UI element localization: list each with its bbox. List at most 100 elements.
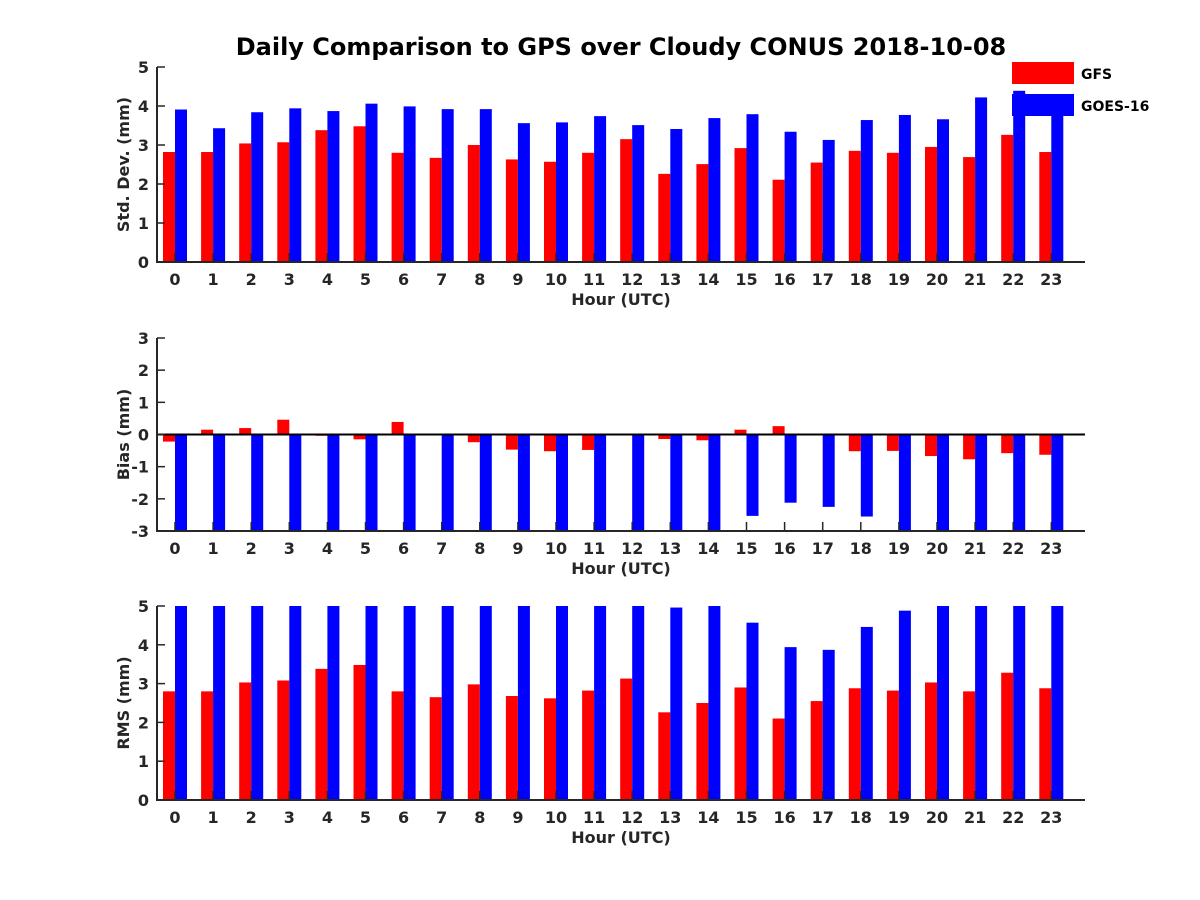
x-tick-label: 8 [474, 539, 485, 558]
bar-goes16-hour-4 [327, 434, 340, 531]
bar-goes16-hour-8 [479, 434, 492, 531]
x-tick-label: 16 [773, 808, 795, 827]
x-tick-label: 23 [1040, 539, 1062, 558]
x-tick-label: 7 [436, 270, 447, 289]
bar-gfs-hour-5 [353, 434, 366, 440]
bar-gfs-hour-13 [658, 434, 671, 439]
bar-goes16-hour-7 [441, 606, 454, 800]
bar-goes16-hour-7 [441, 434, 454, 531]
x-tick-label: 11 [583, 270, 605, 289]
x-tick-label: 15 [735, 808, 757, 827]
bar-gfs-hour-13 [658, 173, 671, 262]
x-tick-label: 22 [1002, 270, 1024, 289]
bar-gfs-hour-22 [1001, 134, 1014, 262]
y-axis-label: Std. Dev. (mm) [114, 97, 133, 232]
bar-goes16-hour-6 [403, 606, 416, 800]
y-tick-label: 0 [138, 791, 149, 810]
x-tick-label: 7 [436, 808, 447, 827]
bar-gfs-hour-14 [696, 703, 709, 800]
legend-swatch-goes16 [1012, 94, 1074, 116]
bar-gfs-hour-17 [810, 701, 823, 800]
x-tick-label: 3 [284, 270, 295, 289]
x-tick-label: 1 [208, 270, 219, 289]
x-tick-label: 3 [284, 539, 295, 558]
x-tick-label: 2 [246, 808, 257, 827]
x-axis-label: Hour (UTC) [571, 290, 671, 309]
x-tick-label: 11 [583, 539, 605, 558]
bar-gfs-hour-4 [315, 130, 328, 262]
bar-goes16-hour-12 [632, 125, 645, 262]
bar-goes16-hour-0 [175, 109, 187, 262]
y-tick-label: 3 [138, 329, 149, 348]
x-tick-label: 11 [583, 808, 605, 827]
bar-gfs-hour-13 [658, 712, 671, 800]
bar-goes16-hour-0 [175, 606, 187, 800]
bar-gfs-hour-6 [391, 691, 404, 800]
bar-goes16-hour-15 [746, 622, 759, 800]
x-tick-label: 0 [169, 270, 180, 289]
bar-goes16-hour-0 [175, 434, 187, 531]
legend-label-goes16: GOES-16 [1081, 99, 1149, 115]
x-tick-label: 20 [926, 539, 948, 558]
y-tick-label: 0 [138, 426, 149, 445]
bar-goes16-hour-15 [746, 434, 759, 516]
y-tick-label: 4 [138, 636, 149, 655]
bar-gfs-hour-22 [1001, 434, 1014, 454]
bar-goes16-hour-8 [479, 109, 492, 262]
x-tick-label: 10 [545, 808, 567, 827]
figure-title: Daily Comparison to GPS over Cloudy CONU… [236, 33, 1007, 61]
x-tick-label: 19 [888, 539, 910, 558]
bar-goes16-hour-17 [822, 434, 835, 507]
bar-gfs-hour-19 [886, 152, 899, 262]
bar-goes16-hour-9 [517, 434, 530, 531]
bar-gfs-hour-0 [163, 691, 175, 800]
bar-gfs-hour-14 [696, 434, 709, 441]
bar-gfs-hour-14 [696, 164, 709, 262]
x-tick-label: 18 [850, 539, 872, 558]
bar-goes16-hour-9 [517, 606, 530, 800]
bar-goes16-hour-14 [708, 118, 721, 262]
bar-goes16-hour-8 [479, 606, 492, 800]
legend-swatch-gfs [1012, 62, 1074, 84]
bar-goes16-hour-21 [975, 97, 988, 262]
bar-goes16-hour-16 [784, 647, 797, 800]
bar-gfs-hour-8 [467, 434, 480, 443]
bar-gfs-hour-16 [772, 426, 785, 435]
bars [163, 90, 1064, 262]
bar-gfs-hour-4 [315, 668, 328, 800]
bar-gfs-hour-20 [925, 434, 937, 457]
bar-goes16-hour-1 [213, 434, 226, 531]
bar-gfs-hour-11 [582, 152, 595, 262]
x-tick-label: 5 [360, 808, 371, 827]
y-tick-label: 2 [138, 175, 149, 194]
x-tick-label: 3 [284, 808, 295, 827]
x-tick-label: 9 [512, 270, 523, 289]
x-tick-label: 10 [545, 270, 567, 289]
bar-gfs-hour-19 [886, 690, 899, 800]
bar-gfs-hour-5 [353, 126, 366, 262]
x-axis-label: Hour (UTC) [571, 559, 671, 578]
bar-gfs-hour-15 [734, 687, 747, 800]
bar-gfs-hour-2 [239, 428, 252, 435]
bar-gfs-hour-17 [810, 162, 823, 262]
y-tick-label: 4 [138, 97, 149, 116]
x-tick-label: 4 [322, 270, 333, 289]
bar-goes16-hour-9 [517, 123, 530, 262]
bar-gfs-hour-12 [620, 678, 633, 800]
bar-goes16-hour-17 [822, 139, 835, 262]
x-tick-label: 6 [398, 808, 409, 827]
bar-goes16-hour-7 [441, 109, 454, 262]
bar-goes16-hour-1 [213, 128, 226, 262]
y-tick-label: 1 [138, 214, 149, 233]
bar-gfs-hour-16 [772, 179, 785, 262]
bar-goes16-hour-13 [670, 129, 683, 262]
bar-goes16-hour-14 [708, 434, 721, 531]
x-tick-label: 9 [512, 539, 523, 558]
bar-gfs-hour-9 [505, 434, 518, 450]
x-tick-label: 4 [322, 808, 333, 827]
x-tick-label: 4 [322, 539, 333, 558]
x-tick-label: 13 [659, 270, 681, 289]
x-tick-label: 12 [621, 270, 643, 289]
bar-goes16-hour-11 [594, 434, 607, 531]
